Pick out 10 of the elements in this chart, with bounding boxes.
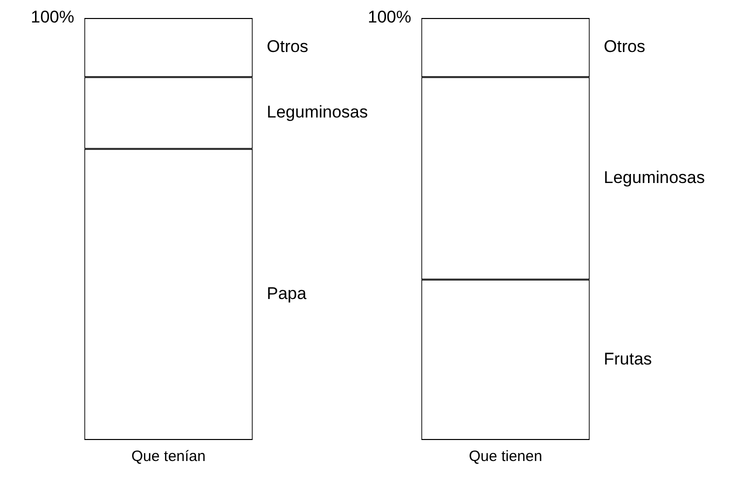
- series-label: Papa: [266, 284, 307, 304]
- text: Leguminosas: [604, 168, 705, 188]
- series-label: Otros: [266, 37, 308, 56]
- text: Otros: [604, 37, 646, 56]
- x-tick-label: Que tienen: [468, 448, 542, 466]
- series-label: Frutas: [604, 350, 652, 369]
- x-tick-label: Que tenían: [131, 448, 206, 466]
- series-label: Leguminosas: [266, 102, 368, 122]
- annotation: 100%: [30, 8, 74, 27]
- annotation: 100%: [368, 8, 412, 27]
